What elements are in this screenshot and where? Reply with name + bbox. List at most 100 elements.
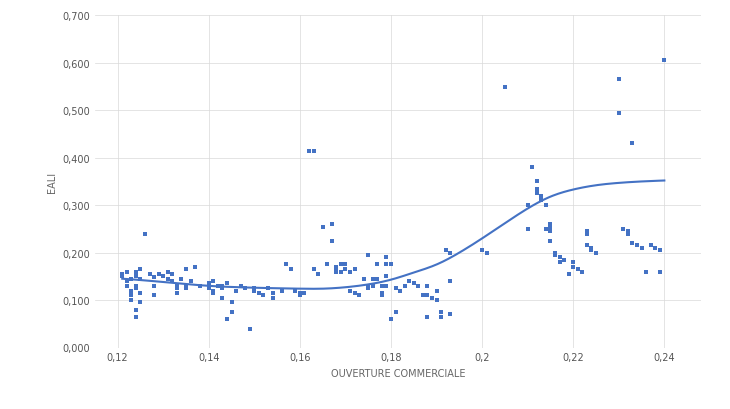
Point [563, 271, 575, 278]
Point [130, 314, 142, 320]
Point [126, 292, 137, 299]
Point [226, 299, 237, 306]
Point [526, 164, 538, 171]
Point [481, 250, 493, 256]
Point [180, 285, 192, 292]
Point [431, 297, 442, 303]
Point [294, 292, 306, 299]
Point [244, 326, 256, 332]
Point [380, 262, 392, 268]
Point [362, 252, 374, 258]
Point [554, 259, 566, 266]
X-axis label: OUVERTURE COMMERCIALE: OUVERTURE COMMERCIALE [331, 368, 465, 378]
Point [189, 264, 201, 270]
Point [121, 283, 133, 290]
Point [158, 273, 169, 280]
Point [654, 269, 666, 275]
Point [581, 231, 593, 237]
Point [385, 262, 397, 268]
Point [153, 271, 164, 278]
Point [654, 247, 666, 254]
Point [636, 245, 648, 252]
Point [239, 285, 251, 292]
Point [626, 240, 638, 247]
Point [116, 273, 128, 280]
Point [645, 243, 656, 249]
Point [321, 262, 333, 268]
Point [435, 314, 447, 320]
Point [339, 262, 351, 268]
Point [522, 226, 534, 233]
Point [294, 290, 306, 297]
Point [335, 269, 347, 275]
Point [116, 271, 128, 278]
Point [426, 294, 438, 301]
Point [372, 276, 383, 282]
Point [258, 292, 269, 299]
Point [540, 226, 552, 233]
Point [435, 309, 447, 315]
Point [572, 266, 584, 273]
Point [331, 269, 342, 275]
Point [536, 198, 548, 204]
Point [390, 309, 402, 315]
Point [126, 288, 137, 294]
Point [581, 243, 593, 249]
Point [618, 226, 629, 233]
Point [203, 285, 215, 292]
Point [376, 290, 388, 297]
Point [380, 254, 392, 261]
Point [545, 221, 556, 228]
Point [335, 262, 347, 268]
Point [226, 309, 237, 315]
Point [540, 202, 552, 209]
Point [121, 278, 133, 285]
Point [585, 245, 597, 252]
Point [126, 297, 137, 303]
Point [349, 290, 361, 297]
Point [312, 271, 324, 278]
Point [130, 283, 142, 290]
Point [344, 288, 356, 294]
Point [180, 266, 192, 273]
Point [166, 271, 178, 278]
Point [185, 278, 196, 285]
Point [531, 186, 542, 192]
Point [317, 224, 328, 230]
Point [567, 264, 579, 270]
Point [130, 306, 142, 313]
Point [404, 278, 415, 285]
Point [331, 264, 342, 270]
Point [276, 288, 288, 294]
Point [422, 283, 434, 290]
Point [207, 288, 219, 294]
Point [121, 269, 133, 275]
Point [134, 290, 146, 297]
Point [390, 285, 402, 292]
Point [531, 179, 542, 185]
Point [262, 285, 274, 292]
Point [622, 228, 634, 235]
Point [166, 278, 178, 285]
Point [212, 283, 223, 290]
Point [148, 283, 160, 290]
Point [412, 283, 424, 290]
Point [299, 290, 310, 297]
Point [266, 290, 278, 297]
Point [590, 250, 602, 256]
Point [399, 283, 410, 290]
Point [353, 292, 365, 299]
Point [422, 292, 434, 299]
Point [217, 285, 228, 292]
Point [476, 247, 488, 254]
Point [445, 278, 456, 285]
Point [376, 292, 388, 299]
Point [130, 273, 142, 280]
Point [367, 276, 379, 282]
Point [650, 245, 661, 252]
Point [248, 288, 260, 294]
Point [431, 288, 442, 294]
Point [372, 262, 383, 268]
Point [253, 290, 265, 297]
Point [308, 266, 320, 273]
